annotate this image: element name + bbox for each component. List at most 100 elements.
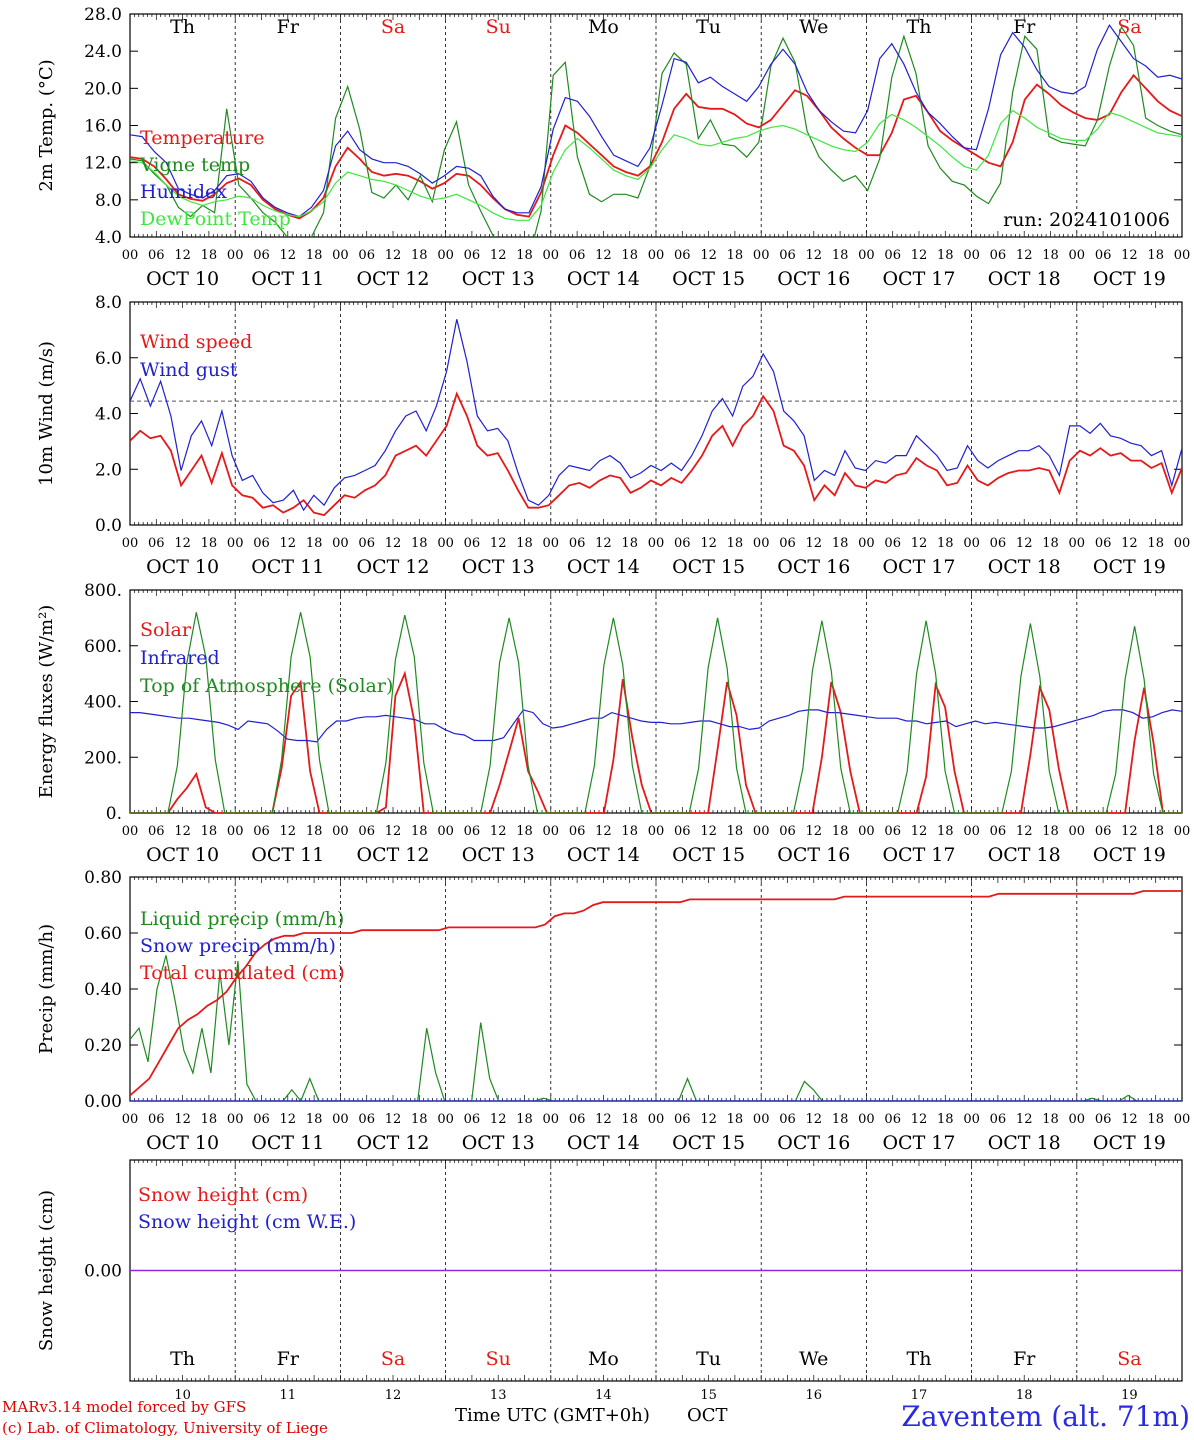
hour-tick-label: 18 xyxy=(201,248,218,263)
day-of-week-label: Th xyxy=(170,1348,195,1370)
panel-1: 4.0 8.0 12.0 16.0 20.0 24.0 28.0 2m Temp. (°C) T… xyxy=(36,5,1190,290)
hour-tick-label: 18 xyxy=(306,1112,323,1127)
date-label: OCT 14 xyxy=(567,844,640,866)
hour-tick-label: 12 xyxy=(700,248,717,263)
date-label: OCT 12 xyxy=(356,556,429,578)
hour-tick-label: 12 xyxy=(595,824,612,839)
hour-tick-label: 00 xyxy=(122,536,139,551)
hour-tick-label: 18 xyxy=(1042,824,1059,839)
series-line-liquid-precip-mm-h- xyxy=(130,955,1182,1101)
hour-tick-label: 12 xyxy=(385,1112,402,1127)
hour-tick-label: 00 xyxy=(1069,1112,1086,1127)
hour-tick-label: 00 xyxy=(753,248,770,263)
y-tick-label: 8.0 xyxy=(95,293,122,313)
day-of-week-label: Fr xyxy=(1013,16,1036,38)
hour-tick-label: 12 xyxy=(490,248,507,263)
hour-tick-label: 00 xyxy=(1174,248,1191,263)
hour-tick-label: 00 xyxy=(543,1112,560,1127)
day-of-week-label: Mo xyxy=(588,1348,619,1370)
hour-tick-label: 18 xyxy=(411,248,428,263)
panel-2: 0.0 2.0 4.0 6.0 8.0 10m Wind (m/s) Wind speed W… xyxy=(36,293,1190,578)
hour-tick-label: 00 xyxy=(648,536,665,551)
series-line-total-cumulated-cm- xyxy=(130,890,1182,1097)
hour-tick-label: 00 xyxy=(648,824,665,839)
hour-tick-label: 18 xyxy=(411,824,428,839)
date-label: OCT 11 xyxy=(251,556,324,578)
hour-tick-label: 00 xyxy=(963,248,980,263)
hour-tick-label: 06 xyxy=(358,824,375,839)
hour-tick-label: 00 xyxy=(122,824,139,839)
y-tick-label: 0.20 xyxy=(84,1036,122,1056)
date-label: OCT 18 xyxy=(988,556,1061,578)
hour-tick-label: 00 xyxy=(437,536,454,551)
hour-tick-label: 06 xyxy=(1095,824,1112,839)
hour-tick-label: 00 xyxy=(858,536,875,551)
hour-tick-label: 00 xyxy=(332,536,349,551)
y-tick-label: 12.0 xyxy=(84,154,122,174)
hour-tick-label: 00 xyxy=(1069,248,1086,263)
y-tick-label: 0.00 xyxy=(84,1262,122,1282)
legend-entry: Humidex xyxy=(140,181,227,203)
hour-tick-label: 00 xyxy=(543,536,560,551)
series-line-solar xyxy=(130,670,1182,813)
hour-tick-label: 12 xyxy=(174,248,191,263)
hour-tick-label: 18 xyxy=(621,248,638,263)
day-of-week-label: Th xyxy=(170,16,195,38)
y-tick-label: 2.0 xyxy=(95,460,122,480)
hour-tick-label: 00 xyxy=(648,1112,665,1127)
hour-tick-label: 00 xyxy=(437,824,454,839)
date-label: OCT 12 xyxy=(356,844,429,866)
y-tick-label: 16.0 xyxy=(84,117,122,137)
series-line-wind-speed xyxy=(130,391,1182,517)
hour-tick-label: 12 xyxy=(806,536,823,551)
hour-tick-label: 06 xyxy=(148,248,165,263)
date-label: OCT 17 xyxy=(882,556,955,578)
hour-tick-label: 18 xyxy=(727,824,744,839)
date-label: OCT 13 xyxy=(462,268,535,290)
hour-tick-label: 18 xyxy=(832,1112,849,1127)
day-number-label: 17 xyxy=(911,1388,928,1403)
day-of-week-label: Mo xyxy=(588,16,619,38)
y-tick-label: 800. xyxy=(84,581,122,601)
hour-tick-label: 18 xyxy=(306,536,323,551)
hour-tick-label: 18 xyxy=(727,248,744,263)
hour-tick-label: 18 xyxy=(411,1112,428,1127)
hour-tick-label: 12 xyxy=(595,248,612,263)
hour-tick-label: 12 xyxy=(1016,1112,1033,1127)
hour-tick-label: 06 xyxy=(779,824,796,839)
y-tick-label: 0.40 xyxy=(84,980,122,1000)
series-line-vigne-temp xyxy=(130,25,1182,237)
hour-tick-label: 12 xyxy=(1121,536,1138,551)
date-label: OCT 13 xyxy=(462,556,535,578)
hour-tick-label: 12 xyxy=(1016,536,1033,551)
hour-tick-label: 06 xyxy=(990,248,1007,263)
legend-entry: Total cumulated (cm) xyxy=(140,962,345,984)
hour-tick-label: 12 xyxy=(806,824,823,839)
hour-tick-label: 12 xyxy=(280,248,297,263)
day-number-label: 10 xyxy=(174,1388,191,1403)
day-of-week-label: Th xyxy=(907,16,932,38)
date-label: OCT 19 xyxy=(1093,844,1166,866)
day-number-label: 13 xyxy=(490,1388,507,1403)
day-of-week-label: We xyxy=(799,1348,828,1370)
hour-tick-label: 00 xyxy=(122,1112,139,1127)
legend-entry: Wind speed xyxy=(140,331,252,353)
hour-tick-label: 06 xyxy=(779,1112,796,1127)
hour-tick-label: 00 xyxy=(543,248,560,263)
hour-tick-label: 12 xyxy=(1016,248,1033,263)
hour-tick-label: 18 xyxy=(1042,248,1059,263)
hour-tick-label: 12 xyxy=(174,536,191,551)
hour-tick-label: 18 xyxy=(201,824,218,839)
hour-tick-label: 12 xyxy=(700,824,717,839)
hour-tick-label: 00 xyxy=(1069,824,1086,839)
legend-entry: Top of Atmosphere (Solar) xyxy=(140,675,393,697)
hour-tick-label: 18 xyxy=(201,1112,218,1127)
hour-tick-label: 06 xyxy=(1095,536,1112,551)
plot-frame xyxy=(129,589,1183,814)
hour-tick-label: 18 xyxy=(516,536,533,551)
panel-5: 0.00 Snow height (cm) Snow height (cm) Snow… xyxy=(36,1159,1183,1403)
day-of-week-label: Th xyxy=(907,1348,932,1370)
hour-tick-label: 12 xyxy=(490,536,507,551)
series-line-top-of-atmosphere-solar- xyxy=(130,612,1182,813)
